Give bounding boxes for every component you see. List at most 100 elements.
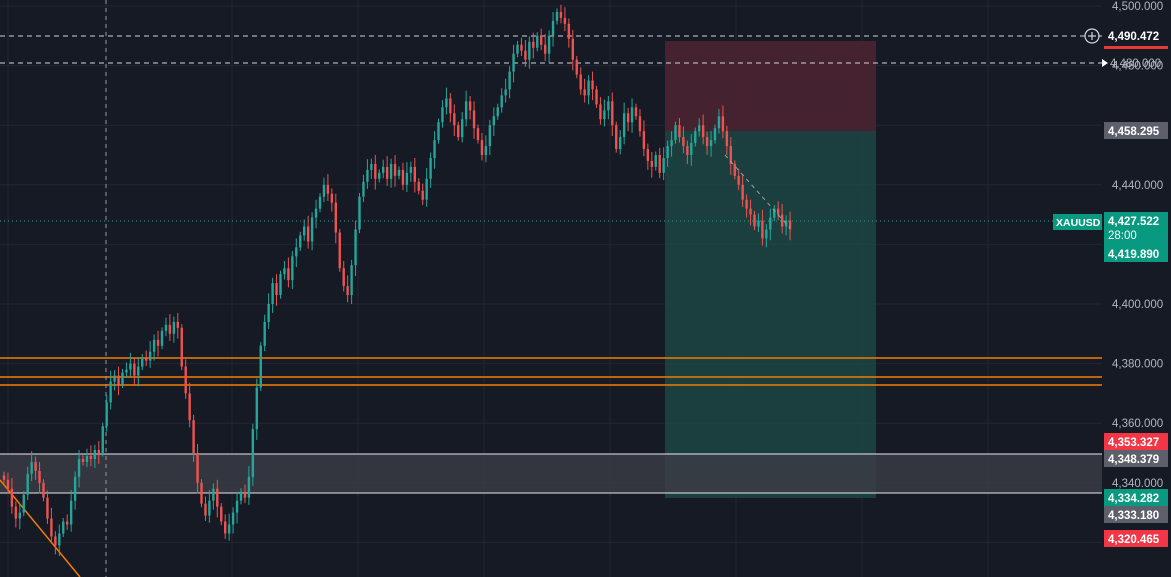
- stop-low-badge-text: 4,320.465: [1108, 534, 1160, 546]
- candle-body: [619, 137, 622, 150]
- candle-body: [62, 521, 65, 534]
- zone-low-badge[interactable]: 4,334.282: [1104, 489, 1168, 506]
- candle-body: [480, 140, 484, 155]
- candle-body: [2, 475, 6, 480]
- candle-body: [492, 116, 495, 126]
- candle-body: [6, 479, 10, 489]
- candle-body: [765, 229, 768, 239]
- candle-body: [540, 35, 543, 45]
- candle-body: [393, 163, 397, 176]
- symbol-price-badge[interactable]: XAUUSD 4,427.522 28:00 4,419.890: [1053, 212, 1168, 262]
- candle-body: [350, 265, 353, 296]
- candle-body: [354, 229, 357, 266]
- candle-body: [338, 232, 341, 269]
- candle-body: [646, 149, 650, 161]
- dashed-480-badge[interactable]: 4,480.000: [1102, 58, 1161, 70]
- candle-body: [378, 172, 381, 179]
- zone-top-badge-bg: [1104, 433, 1168, 450]
- candle-body: [259, 345, 262, 388]
- candle-body: [769, 217, 772, 230]
- position-top-badge[interactable]: 4,458.295: [1104, 122, 1168, 139]
- symbol-tag-bg: [1053, 214, 1102, 230]
- candle-body: [247, 476, 251, 498]
- price-axis[interactable]: 4,500.000 4,480.000 4,440.000 4,400.000 4,38…: [1112, 1, 1163, 490]
- zone-bottom-badge[interactable]: 4,333.180: [1104, 506, 1168, 523]
- candle-body: [10, 488, 14, 507]
- candle-body: [18, 512, 21, 519]
- candle-body: [591, 80, 594, 90]
- candle-body: [559, 11, 563, 18]
- candle-body: [468, 101, 472, 111]
- candle-body: [267, 304, 270, 322]
- countdown-text: 28:00: [1108, 230, 1137, 242]
- candle-body: [777, 208, 780, 215]
- candle-body: [626, 113, 630, 123]
- candle-body: [662, 157, 665, 173]
- price-tick-label: 4,400.000: [1112, 299, 1163, 311]
- take-profit-zone[interactable]: [665, 131, 876, 498]
- position-top-badge-text: 4,458.295: [1108, 126, 1160, 138]
- candle-body: [141, 357, 144, 367]
- candle-body: [14, 506, 18, 519]
- projection-line[interactable]: [724, 154, 791, 229]
- candle-body: [445, 98, 448, 108]
- candle-body: [579, 74, 582, 90]
- candle-body: [429, 157, 432, 179]
- candle-body: [255, 387, 258, 430]
- dashed-480-pointer-icon: [1102, 59, 1108, 67]
- candle-body: [121, 372, 124, 385]
- candle-body: [547, 35, 551, 54]
- candle-body: [516, 44, 519, 54]
- candle-body: [22, 494, 25, 513]
- candle-body: [666, 146, 669, 158]
- candle-body: [607, 101, 610, 111]
- zone-mid-badge-bg: [1104, 450, 1168, 467]
- dashed-top-badge[interactable]: 4,490.472: [1084, 27, 1168, 49]
- candle-body: [611, 101, 614, 126]
- candle-body: [453, 113, 456, 126]
- candle-body: [93, 450, 97, 459]
- candle-body: [42, 482, 45, 498]
- candle-body: [682, 137, 685, 147]
- candle-body: [520, 44, 523, 51]
- candle-body: [753, 214, 756, 227]
- candle-body: [555, 11, 559, 21]
- candle-body: [642, 131, 646, 150]
- candle-body: [773, 208, 776, 218]
- candle-body: [231, 512, 235, 525]
- candle-body: [216, 488, 219, 507]
- candle-body: [476, 128, 480, 141]
- candle-body: [145, 357, 148, 361]
- candle-body: [46, 497, 49, 519]
- support-zone[interactable]: [0, 454, 1102, 493]
- candle-body: [567, 23, 571, 39]
- candle-body: [488, 125, 492, 147]
- candle-body: [148, 351, 152, 361]
- trend-line[interactable]: [0, 479, 81, 577]
- candle-body: [717, 116, 721, 129]
- candle-body: [184, 366, 187, 394]
- zone-top-badge[interactable]: 4,353.327: [1104, 433, 1168, 450]
- candle-body: [425, 178, 428, 200]
- candle-body: [417, 181, 420, 191]
- candle-body: [713, 128, 717, 141]
- price-tick-label: 4,440.000: [1112, 180, 1163, 192]
- candle-body: [271, 283, 274, 304]
- stop-loss-zone[interactable]: [665, 41, 876, 131]
- candle-body: [413, 166, 416, 182]
- candle-body: [788, 220, 792, 230]
- price-tick-label: 4,340.000: [1112, 478, 1163, 490]
- zone-mid-badge[interactable]: 4,348.379: [1104, 450, 1168, 467]
- add-alert-icon[interactable]: [1084, 28, 1100, 44]
- candle-body: [528, 41, 531, 60]
- stop-low-badge[interactable]: 4,320.465: [1104, 530, 1168, 547]
- price-tick-label: 4,500.000: [1112, 1, 1163, 13]
- dashed-top-badge-bg: [1104, 27, 1168, 45]
- candle-body: [571, 38, 574, 60]
- candle-body: [291, 256, 294, 281]
- candle-body: [66, 521, 69, 525]
- candle-body: [113, 375, 116, 382]
- candle-body: [160, 330, 164, 346]
- candle-body: [397, 169, 401, 176]
